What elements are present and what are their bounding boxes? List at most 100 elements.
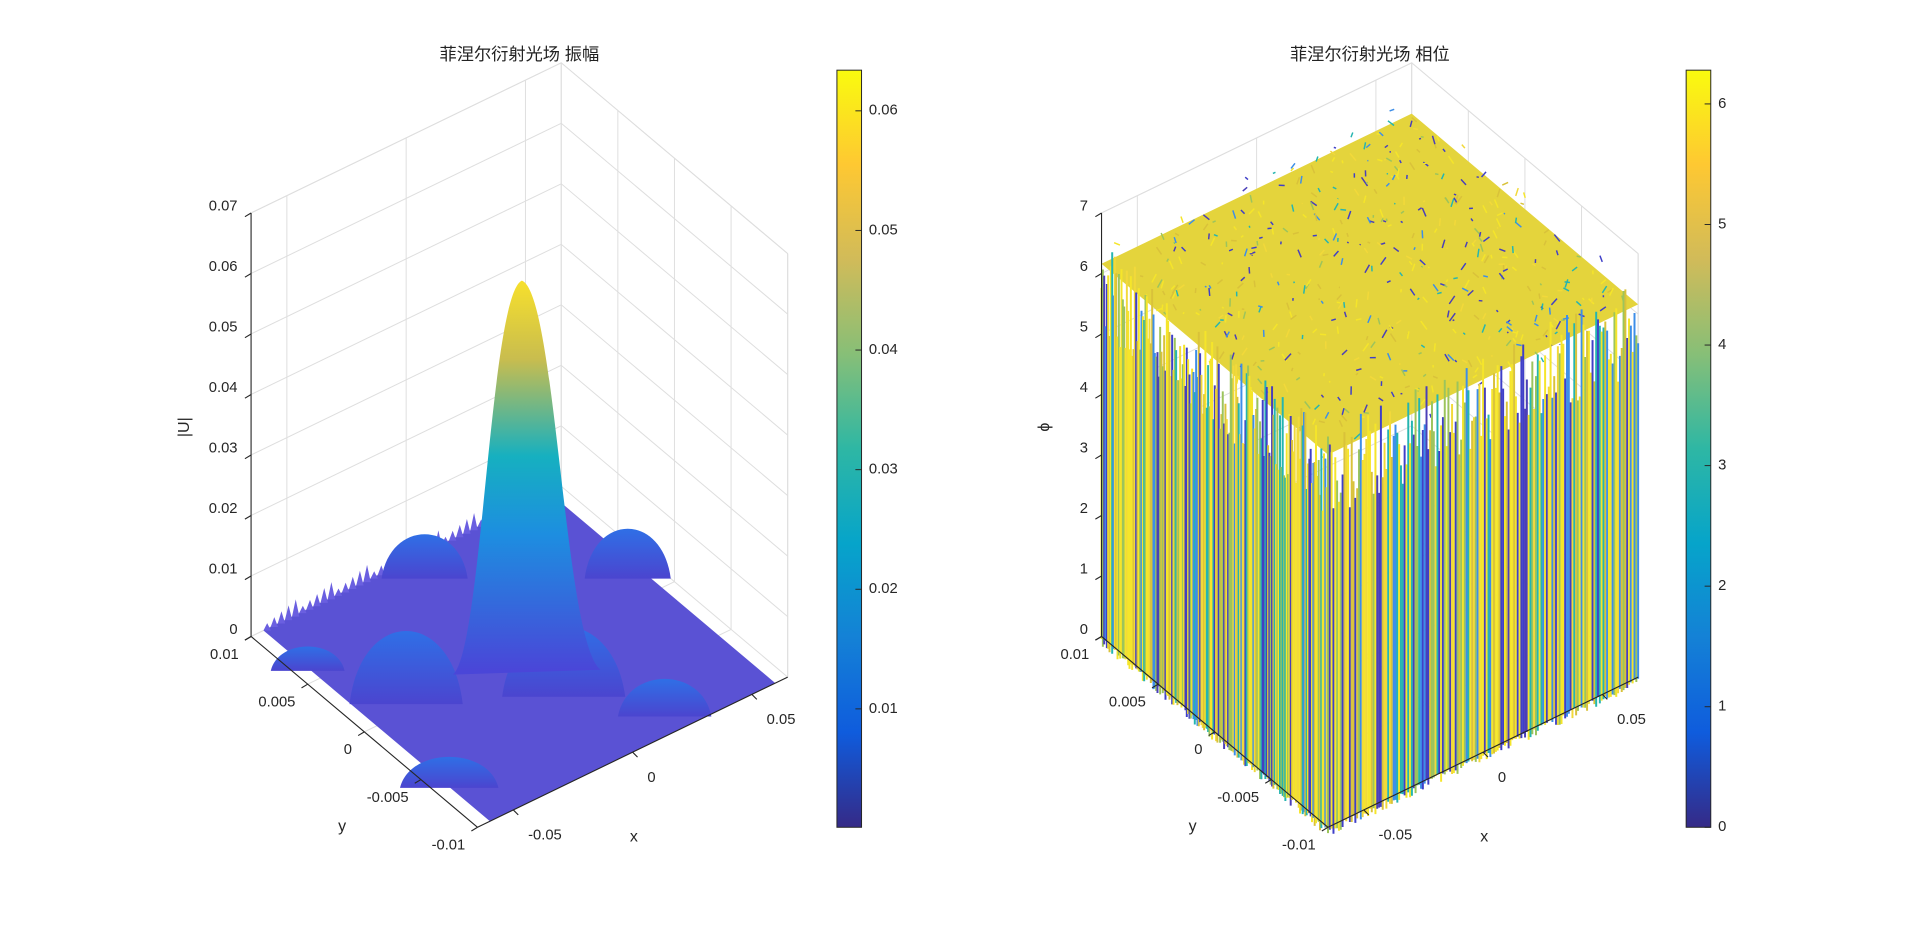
surface-noise [1355,318,1362,321]
surface-noise [1188,219,1196,225]
surface-noise [1172,303,1178,311]
surface-noise [1290,367,1294,372]
surface-noise [1341,407,1345,416]
surface-noise [1161,304,1164,311]
z-tick-label: 1 [1080,562,1088,578]
surface-noise [1333,250,1340,257]
surface-noise [1470,218,1474,222]
surface-noise [1353,188,1360,196]
z-tick-label: 0.05 [209,320,238,336]
surface-noise [1534,351,1538,356]
surface-noise [1416,297,1420,301]
surface-noise [1395,173,1400,180]
surface-noise [1378,131,1384,137]
surface-noise [1202,214,1210,221]
surface-noise [1501,181,1509,186]
z-tick-label: 5 [1080,320,1088,336]
surface-noise [1400,369,1406,377]
surface-noise [1363,411,1369,415]
y-tick-mark [1208,731,1216,737]
surface-noise [1324,238,1330,244]
surface-noise [1244,176,1249,181]
surface-noise [1336,301,1341,304]
surface-noise [1453,277,1458,280]
surface-noise [1452,328,1457,334]
surface-noise [1258,236,1263,239]
surface-noise [1355,372,1359,376]
surface-noise [1365,181,1369,184]
surface-noise [1515,330,1519,338]
surface-noise [1257,378,1263,385]
surface-noise [1522,192,1526,199]
surface-noise [1173,236,1177,244]
surface-noise [1400,210,1405,214]
surface-noise [1539,283,1543,286]
colorbar-tick-label: 0.06 [869,103,898,119]
surface-noise [1420,344,1426,349]
surface-noise [1571,266,1578,272]
surface-noise [1389,108,1395,112]
surface-noise [1476,356,1483,366]
surface-noise [1380,218,1384,223]
surface-noise [1400,289,1403,293]
surface-noise [1472,271,1480,279]
surface-noise [1386,172,1389,175]
surface-noise [1434,173,1439,176]
surface-noise [1285,328,1291,338]
surface-noise [1548,307,1551,315]
surface-ripple [370,571,378,579]
surface-noise [1168,260,1174,270]
surface-noise [1155,246,1163,255]
surface-noise [1498,272,1505,280]
surface-noise [1258,306,1262,313]
surface-noise [1194,288,1197,294]
surface-noise [1462,332,1466,336]
surface-noise [1320,300,1324,305]
surface-noise [1489,201,1493,206]
surface-noise [1317,187,1321,193]
surface-ripple [463,518,471,534]
surface-noise [1299,175,1303,184]
surface-noise [1473,314,1480,321]
x-tick-mark [751,694,758,700]
surface-noise [1173,246,1177,252]
z-tick-mark [244,454,252,460]
surface-noise [1302,285,1306,294]
surface-noise [1399,142,1403,148]
surface-noise [1343,311,1347,318]
surface-noise [1483,255,1490,264]
colorbar-tick-label: 2 [1718,578,1726,594]
surface-noise [1240,276,1246,282]
colorbar [836,69,863,828]
surface-noise [1418,398,1426,407]
surface-noise [1331,157,1336,162]
surface-noise [1431,385,1434,393]
surface-noise [1343,302,1346,308]
z-tick-mark [1095,393,1102,399]
colorbar-tick-label: 0.04 [869,342,898,358]
surface-noise [1432,283,1439,292]
surface-noise [1444,284,1448,288]
z-tick-mark [244,333,252,339]
surface-noise [1337,396,1341,402]
surface-ripple [363,564,371,583]
surface-noise [1496,226,1499,229]
surface-noise [1396,168,1400,177]
surface-noise [1495,218,1502,228]
surface-noise [1543,229,1550,234]
surface-ripple [270,617,279,628]
surface-ripple [306,599,314,610]
surface-noise [1599,255,1603,263]
surface-noise [1413,246,1416,251]
y-tick-mark [1321,826,1329,832]
surface-noise [1170,285,1176,291]
surface-lobe [584,528,671,579]
surface-noise [1378,397,1384,402]
y-tick-mark [1264,779,1272,784]
surface-noise [1512,331,1518,334]
surface-noise [1304,401,1311,410]
surface-noise [1336,326,1340,334]
surface-noise [1498,327,1503,333]
surface-noise [1476,248,1480,258]
surface-noise [1336,294,1342,301]
